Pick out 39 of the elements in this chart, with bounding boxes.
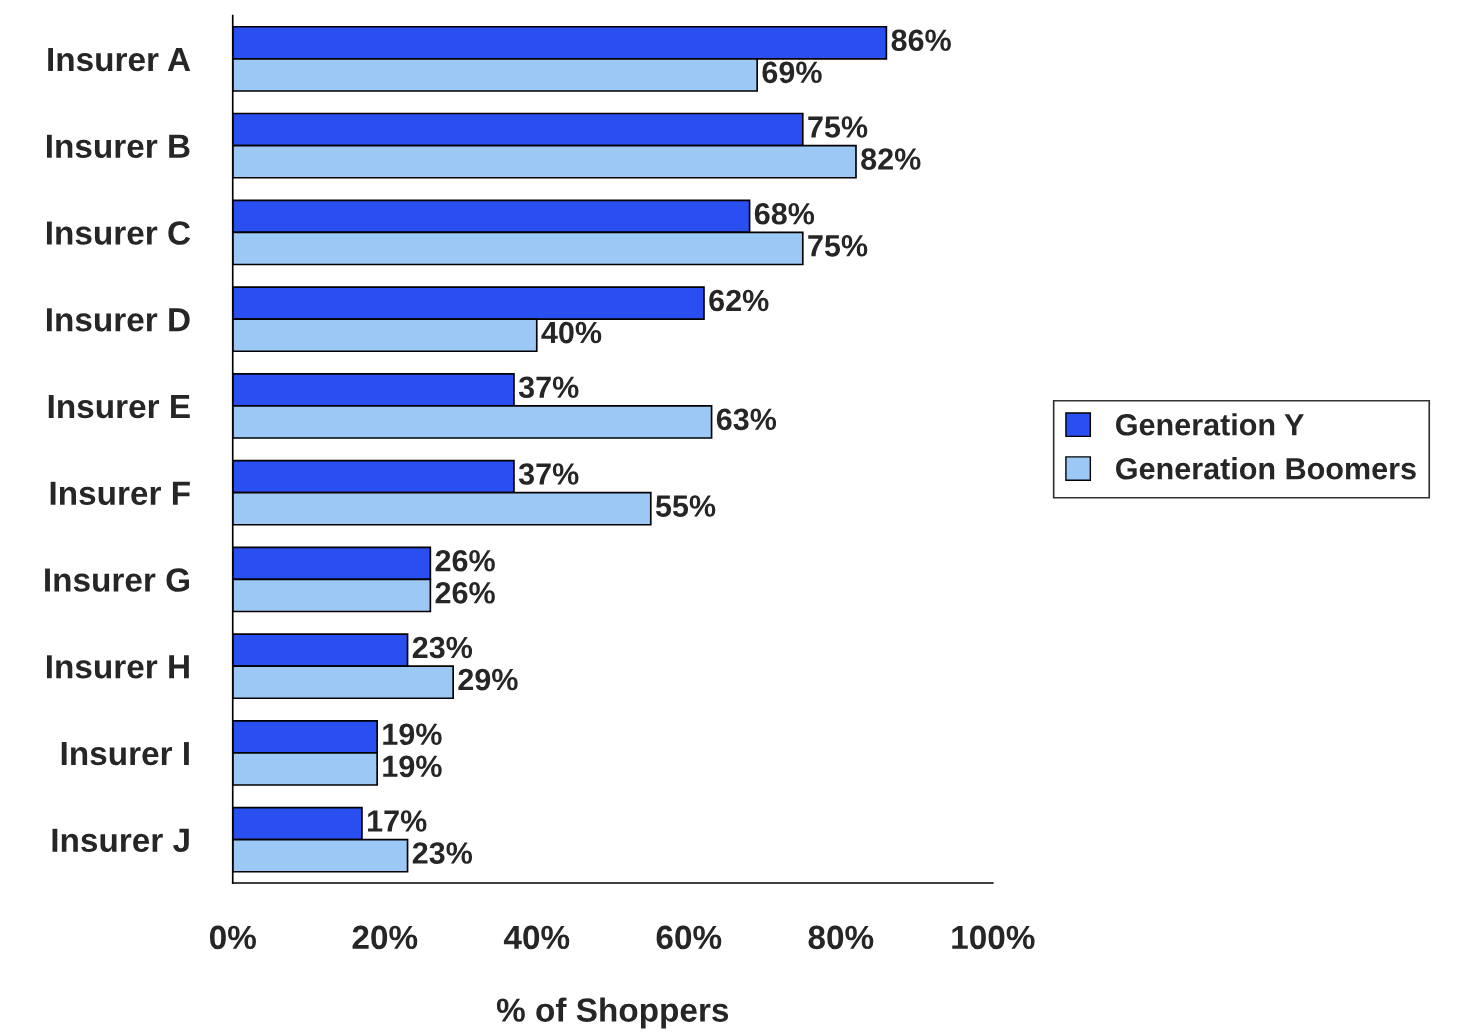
x-tick-label: 100% [952,925,1035,950]
y-tick-label: Insurer G [45,568,189,592]
data-label: 62% [709,289,769,312]
data-label: 37% [518,463,579,485]
y-tick-label: Insurer B [46,134,190,159]
data-label: 63% [716,408,777,431]
data-label: 26% [435,549,495,572]
data-label: 82% [861,148,921,170]
data-label: 69% [762,61,822,84]
y-tick-label: Insurer F [50,481,190,506]
data-label: 75% [808,235,868,257]
data-label: 29% [458,668,518,691]
y-tick-label: Insurer A [48,48,191,72]
legend-label: Generation Boomers [1116,457,1416,480]
data-label: 19% [383,723,442,746]
x-axis-title: % of Shoppers [496,997,729,1029]
y-tick-label: Insurer E [48,395,190,419]
y-tick-label: Insurer J [52,828,189,853]
data-label: 26% [435,582,495,604]
y-tick-label: Insurer D [46,308,190,332]
y-tick-label: Insurer C [46,221,191,245]
x-tick-label: 60% [656,925,722,950]
data-label: 17% [368,810,427,832]
x-tick-label: 20% [352,925,418,950]
data-label: 19% [383,755,442,778]
y-tick-label: Insurer I [61,742,189,766]
legend-label: Generation Y [1116,413,1304,436]
data-label: 55% [655,495,716,517]
x-tick-label: 0% [209,925,256,950]
x-tick-label: 80% [808,925,874,950]
data-label: 23% [412,636,473,659]
data-label: 37% [518,376,579,399]
data-label: 86% [891,29,951,52]
x-tick-label: 40% [503,925,570,950]
data-label: 75% [808,116,868,138]
data-label: 40% [541,321,602,344]
y-tick-label: Insurer H [46,655,189,679]
data-label: 68% [754,202,815,225]
data-label: 23% [412,842,473,864]
